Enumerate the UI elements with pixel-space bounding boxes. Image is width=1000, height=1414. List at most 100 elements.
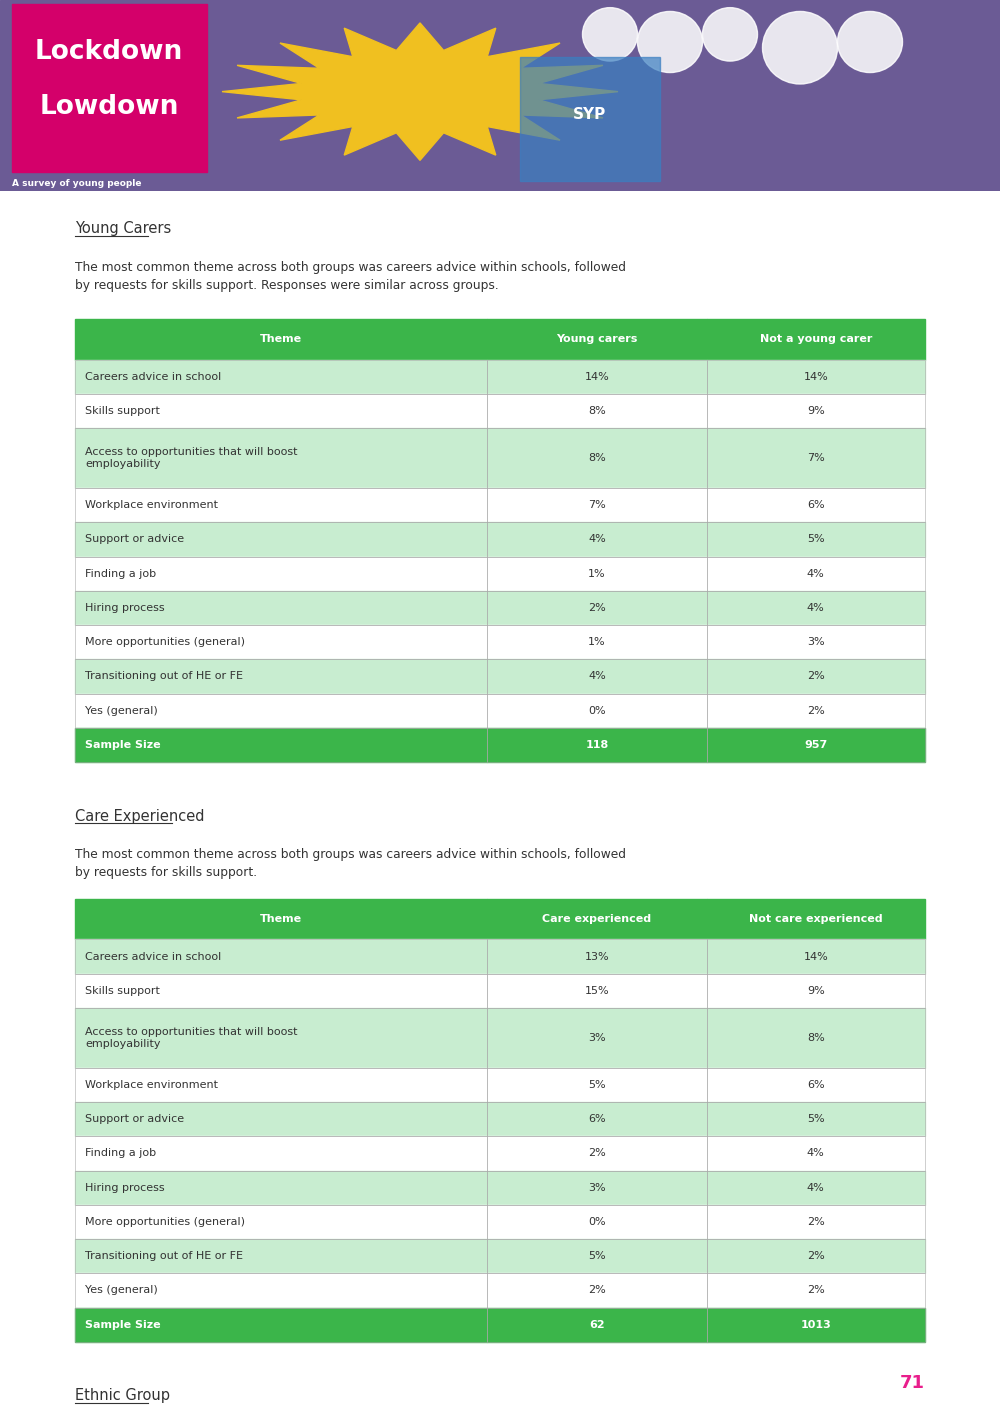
Text: 7%: 7% — [588, 501, 606, 510]
Text: 4%: 4% — [807, 1182, 825, 1193]
Bar — [707, 1102, 925, 1137]
Text: 7%: 7% — [807, 452, 825, 464]
Bar — [707, 557, 925, 591]
Text: 4%: 4% — [588, 672, 606, 682]
Bar — [707, 1205, 925, 1239]
Text: Hiring process: Hiring process — [85, 1182, 165, 1193]
Text: Finding a job: Finding a job — [85, 1148, 156, 1158]
Bar — [487, 1102, 707, 1137]
Bar — [707, 1008, 925, 1068]
Bar — [75, 939, 487, 974]
Bar — [75, 1274, 487, 1308]
Text: 62: 62 — [589, 1319, 605, 1329]
Text: Young Carers: Young Carers — [75, 222, 171, 236]
Ellipse shape — [582, 7, 638, 61]
Text: 9%: 9% — [807, 986, 825, 995]
Bar — [707, 1239, 925, 1274]
Text: Transitioning out of HE or FE: Transitioning out of HE or FE — [85, 1251, 243, 1261]
Bar — [487, 320, 707, 359]
Bar — [707, 1171, 925, 1205]
Bar — [487, 428, 707, 488]
Bar — [487, 395, 707, 428]
Text: The most common theme across both groups was careers advice within schools, foll: The most common theme across both groups… — [75, 260, 626, 291]
Text: Yes (general): Yes (general) — [85, 706, 158, 715]
Bar — [75, 659, 487, 694]
Bar — [75, 1308, 487, 1342]
Text: 4%: 4% — [807, 568, 825, 578]
Text: The most common theme across both groups was careers advice within schools, foll: The most common theme across both groups… — [75, 848, 626, 878]
Text: Lowdown: Lowdown — [39, 93, 179, 120]
Text: 71: 71 — [900, 1374, 925, 1391]
Text: Not care experienced: Not care experienced — [749, 915, 883, 925]
Ellipse shape — [702, 7, 758, 61]
Bar — [75, 359, 487, 395]
Bar — [487, 395, 707, 428]
Bar — [75, 557, 487, 591]
Text: 2%: 2% — [807, 1217, 825, 1227]
Bar — [707, 939, 925, 974]
Bar — [75, 591, 487, 625]
Bar — [75, 1239, 487, 1274]
Bar — [487, 694, 707, 728]
Bar — [487, 1008, 707, 1068]
Bar — [707, 359, 925, 395]
Bar — [487, 659, 707, 694]
Bar — [487, 1068, 707, 1102]
Bar — [75, 1137, 487, 1171]
Bar — [75, 1137, 487, 1171]
Text: Careers advice in school: Careers advice in school — [85, 952, 221, 962]
Bar — [75, 1068, 487, 1102]
Text: Ethnic Group: Ethnic Group — [75, 1389, 170, 1403]
Bar — [487, 625, 707, 659]
Bar — [707, 974, 925, 1008]
Bar — [75, 728, 487, 762]
Text: Support or advice: Support or advice — [85, 1114, 184, 1124]
Bar — [707, 1008, 925, 1068]
Bar — [707, 1205, 925, 1239]
Bar — [707, 557, 925, 591]
Bar — [707, 395, 925, 428]
Bar — [487, 359, 707, 395]
Text: Sample Size: Sample Size — [85, 1319, 161, 1329]
Text: 1013: 1013 — [800, 1319, 831, 1329]
Bar — [75, 974, 487, 1008]
Bar — [75, 1102, 487, 1137]
Text: Skills support: Skills support — [85, 406, 160, 416]
Bar — [487, 1274, 707, 1308]
Bar — [707, 659, 925, 694]
Bar — [707, 591, 925, 625]
Text: 2%: 2% — [807, 1285, 825, 1295]
Bar — [487, 591, 707, 625]
Bar — [487, 939, 707, 974]
Bar — [75, 395, 487, 428]
Bar — [75, 659, 487, 694]
Text: Theme: Theme — [260, 915, 302, 925]
Text: A survey of young people
in Scotland as lockdown
begins to ease: A survey of young people in Scotland as … — [12, 180, 142, 212]
Bar — [707, 1308, 925, 1342]
Bar — [487, 974, 707, 1008]
Text: 6%: 6% — [807, 501, 825, 510]
Text: 4%: 4% — [807, 1148, 825, 1158]
Text: 15%: 15% — [585, 986, 609, 995]
Bar — [487, 1308, 707, 1342]
Ellipse shape — [763, 11, 838, 83]
Text: 4%: 4% — [807, 602, 825, 614]
Bar — [12, 4, 207, 173]
Text: 6%: 6% — [807, 1080, 825, 1090]
Bar — [75, 1205, 487, 1239]
Bar — [487, 974, 707, 1008]
Bar — [487, 488, 707, 522]
Text: Transitioning out of HE or FE: Transitioning out of HE or FE — [85, 672, 243, 682]
Bar — [487, 522, 707, 557]
Bar — [487, 899, 707, 939]
Bar — [75, 359, 487, 395]
Text: Access to opportunities that will boost
employability: Access to opportunities that will boost … — [85, 1027, 298, 1049]
Bar — [707, 694, 925, 728]
Bar — [487, 1205, 707, 1239]
Bar — [75, 591, 487, 625]
Text: SYP: SYP — [573, 107, 607, 122]
Text: 0%: 0% — [588, 706, 606, 715]
Text: Care experienced: Care experienced — [542, 915, 651, 925]
Text: 3%: 3% — [807, 638, 825, 648]
Text: 14%: 14% — [585, 372, 609, 382]
